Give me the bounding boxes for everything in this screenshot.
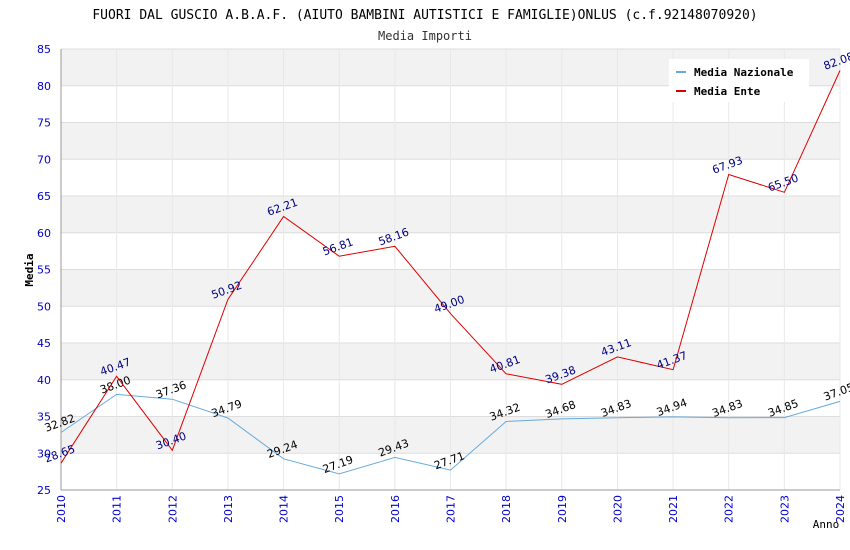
y-tick-label: 60	[37, 227, 51, 240]
x-tick-label: 2011	[111, 495, 124, 523]
x-tick-label: 2023	[778, 495, 791, 523]
x-axis: 2010 2011 2012 2013 2014 2015 2016 2017 2018 2019…	[55, 495, 847, 523]
y-tick-label: 55	[37, 264, 51, 277]
y-tick-label: 30	[37, 447, 51, 460]
x-tick-label: 2022	[723, 495, 736, 523]
legend: Media Nazionale Media Ente	[669, 59, 809, 102]
y-tick-label: 50	[37, 300, 51, 313]
x-tick-label: 2016	[389, 495, 402, 523]
y-tick-label: 35	[37, 411, 51, 424]
legend-box	[669, 59, 809, 102]
y-tick-label: 80	[37, 80, 51, 93]
legend-label: Media Ente	[694, 85, 761, 98]
x-tick-label: 2020	[611, 495, 624, 523]
x-tick-label: 2010	[55, 495, 68, 523]
x-tick-label: 2014	[278, 495, 291, 523]
y-tick-label: 75	[37, 117, 51, 130]
chart-subtitle: Media Importi	[378, 29, 472, 43]
x-tick-label: 2018	[500, 495, 513, 523]
y-axis-title: Media	[23, 253, 36, 286]
x-tick-label: 2015	[333, 495, 346, 523]
x-tick-label: 2021	[667, 495, 680, 523]
y-tick-label: 65	[37, 190, 51, 203]
x-tick-label: 2012	[166, 495, 179, 523]
y-axis: 25 30 35 40 45 50 55 60 65 70 75 80 85	[37, 43, 51, 497]
y-tick-label: 40	[37, 374, 51, 387]
x-tick-label: 2017	[445, 495, 458, 523]
y-tick-label: 70	[37, 153, 51, 166]
y-tick-label: 25	[37, 484, 51, 497]
series-line-nazionale	[60, 393, 841, 475]
plot-bands	[60, 48, 841, 491]
x-tick-label: 2024	[834, 495, 847, 523]
x-tick-label: 2013	[222, 495, 235, 523]
x-axis-title: Anno	[813, 518, 840, 531]
y-tick-label: 85	[37, 43, 51, 56]
legend-label: Media Nazionale	[694, 66, 794, 79]
y-tick-label: 45	[37, 337, 51, 350]
chart-title: FUORI DAL GUSCIO A.B.A.F. (AIUTO BAMBINI…	[92, 8, 757, 23]
x-tick-label: 2019	[556, 495, 569, 523]
series-line-ente	[60, 70, 841, 464]
